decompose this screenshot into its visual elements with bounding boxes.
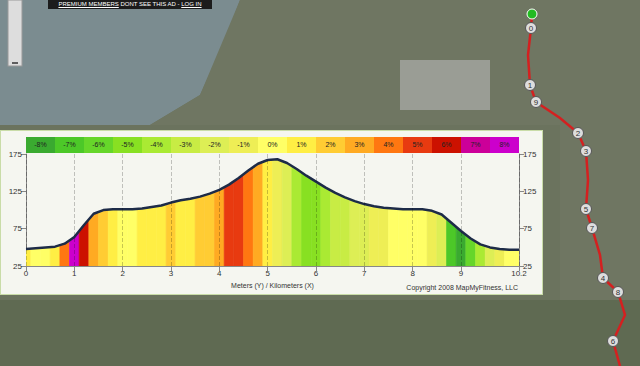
- html-text:-1%: -1%: [237, 141, 250, 148]
- svg-text:1: 1: [72, 269, 77, 278]
- svg-text:8: 8: [410, 269, 415, 278]
- html-text:3%: 3%: [354, 141, 365, 148]
- html-text:-3%: -3%: [179, 141, 192, 148]
- svg-text:25: 25: [13, 262, 22, 271]
- html-text:PREMIUM MEMBERS DONT SEE THIS: PREMIUM MEMBERS DONT SEE THIS AD - LOG I…: [58, 1, 202, 7]
- svg-text:0: 0: [529, 24, 534, 33]
- html-text:-4%: -4%: [150, 141, 163, 148]
- svg-text:75: 75: [13, 224, 22, 233]
- html-text:-5%: -5%: [121, 141, 134, 148]
- svg-text:10.2: 10.2: [511, 269, 527, 278]
- html-text:-2%: -2%: [208, 141, 221, 148]
- svg-text:75: 75: [523, 224, 532, 233]
- html-text:-6%: -6%: [92, 141, 105, 148]
- svg-text:175: 175: [523, 150, 537, 159]
- html-text:5%: 5%: [412, 141, 423, 148]
- svg-text:3: 3: [584, 147, 589, 156]
- svg-text:125: 125: [9, 187, 23, 196]
- svg-text:6: 6: [314, 269, 319, 278]
- svg-text:5: 5: [584, 205, 589, 214]
- svg-text:7: 7: [590, 224, 595, 233]
- svg-text:9: 9: [534, 98, 539, 107]
- html-text:1%: 1%: [296, 141, 307, 148]
- svg-text:5: 5: [265, 269, 270, 278]
- svg-text:1: 1: [528, 81, 533, 90]
- svg-text:4: 4: [601, 274, 606, 283]
- svg-text:6: 6: [611, 337, 616, 346]
- svg-text:175: 175: [9, 150, 23, 159]
- svg-text:2: 2: [576, 129, 581, 138]
- html-text:6%: 6%: [441, 141, 452, 148]
- svg-text:9: 9: [459, 269, 464, 278]
- svg-text:25: 25: [523, 261, 532, 271]
- svg-text:4: 4: [217, 269, 222, 278]
- svg-text:Copyright 2008 MapMyFitness, L: Copyright 2008 MapMyFitness, LLC: [406, 284, 518, 292]
- html-text:2%: 2%: [325, 141, 336, 148]
- svg-text:2: 2: [120, 269, 125, 278]
- svg-text:3: 3: [169, 269, 174, 278]
- html-text:-8%: -8%: [34, 141, 47, 148]
- svg-text:8: 8: [616, 288, 621, 297]
- svg-text:0: 0: [24, 269, 29, 278]
- html-text:4%: 4%: [383, 141, 394, 148]
- html-text:7%: 7%: [470, 141, 481, 148]
- svg-text:Meters (Y) / Kilometers (X): Meters (Y) / Kilometers (X): [231, 282, 314, 290]
- html-text:0%: 0%: [267, 141, 278, 148]
- svg-text:7: 7: [362, 269, 367, 278]
- svg-text:125: 125: [523, 187, 537, 196]
- html-text:-7%: -7%: [63, 141, 76, 148]
- html-text:8%: 8%: [499, 141, 510, 148]
